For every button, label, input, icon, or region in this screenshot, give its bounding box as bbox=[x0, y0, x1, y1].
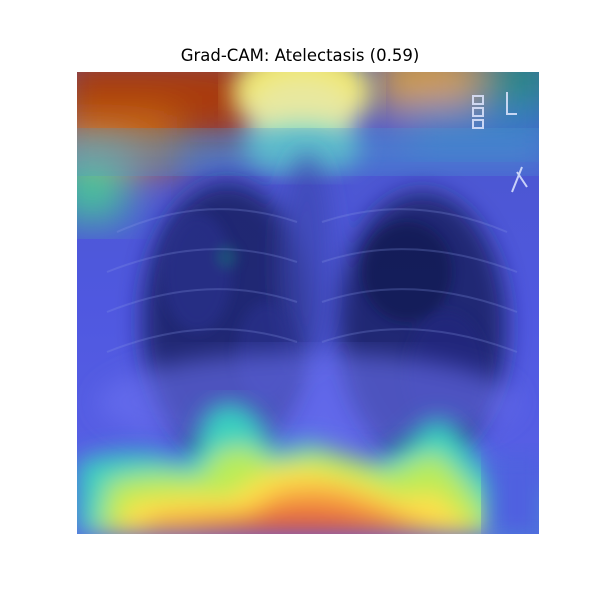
heatmap-bottom-right-cool bbox=[487, 452, 539, 534]
rib-lines bbox=[106, 208, 518, 353]
heatmap-bottom-hot bbox=[77, 403, 539, 534]
ecg-lead-markers bbox=[472, 92, 528, 193]
figure-title: Grad-CAM: Atelectasis (0.59) bbox=[180, 46, 420, 65]
gradcam-overlay-image bbox=[77, 72, 539, 534]
